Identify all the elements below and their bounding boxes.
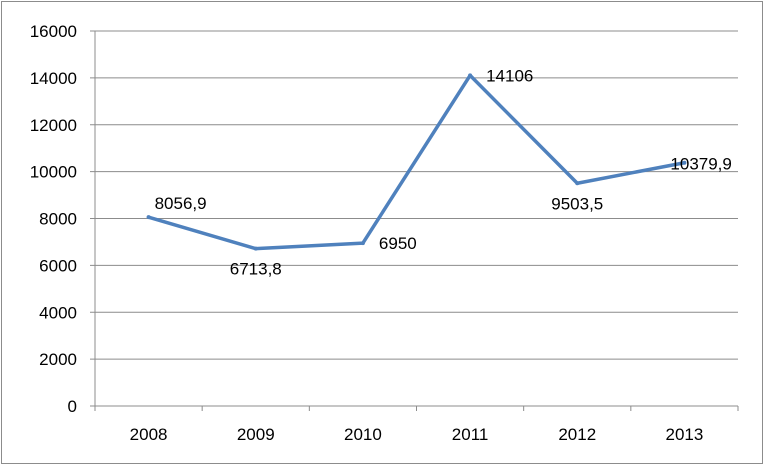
y-tick-labels: 0 2000 4000 6000 8000 10000 12000 14000 16000: [30, 22, 77, 416]
y-tick-label-10000: 10000: [30, 163, 77, 182]
y-tick-label-14000: 14000: [30, 69, 77, 88]
gridlines: [95, 30, 738, 360]
y-tick-label-16000: 16000: [30, 22, 77, 41]
y-tick-label-2000: 2000: [39, 350, 77, 369]
series-line-0: [146, 73, 687, 251]
y-tick-label-0: 0: [68, 397, 77, 416]
data-label-2010: 6950: [379, 234, 417, 253]
y-tick-label-12000: 12000: [30, 116, 77, 135]
data-label-2013: 10379,9: [670, 155, 731, 174]
axes: [90, 30, 739, 411]
y-tick-label-4000: 4000: [39, 303, 77, 322]
x-tick-label-2013: 2013: [666, 425, 704, 444]
data-point-2010: [360, 241, 365, 246]
data-label-2011: 14106: [486, 66, 533, 85]
data-point-2009: [253, 246, 258, 251]
data-label-2012: 9503,5: [551, 194, 603, 213]
x-tick-label-2009: 2009: [237, 425, 275, 444]
x-tick-labels: 2008 2009 2010 2011 2012 2013: [130, 425, 704, 444]
y-tick-label-8000: 8000: [39, 210, 77, 229]
data-point-2012: [575, 181, 580, 186]
x-tick-label-2010: 2010: [344, 425, 382, 444]
data-point-2013: [682, 160, 687, 165]
data-labels: 8056,9 6713,8 6950 14106 9503,5 10379,9: [155, 66, 732, 278]
x-tick-label-2008: 2008: [130, 425, 168, 444]
data-point-2008: [146, 215, 151, 220]
x-tick-label-2011: 2011: [452, 425, 489, 444]
series-group: [146, 73, 687, 251]
x-tick-label-2012: 2012: [558, 425, 596, 444]
data-label-2008: 8056,9: [155, 194, 207, 213]
y-tick-label-6000: 6000: [39, 256, 77, 275]
data-point-2011: [468, 73, 473, 78]
data-label-2009: 6713,8: [230, 260, 282, 279]
